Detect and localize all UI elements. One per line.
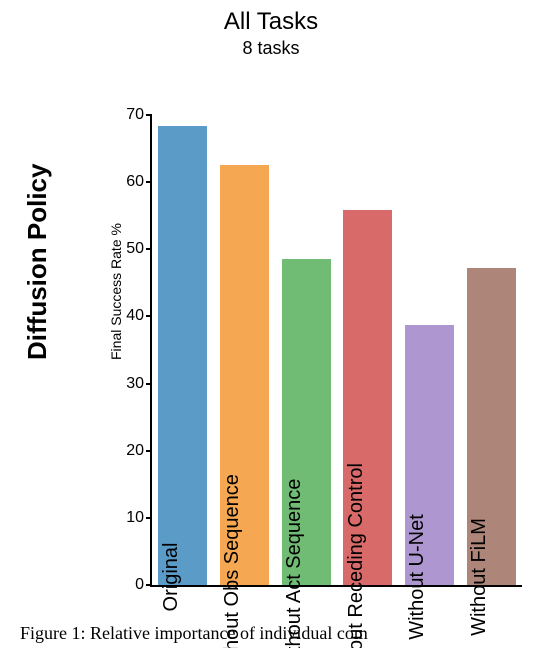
bar: Original: [158, 126, 207, 585]
plot-area: 010203040506070OriginalWithout Obs Seque…: [150, 115, 522, 587]
ytick: [146, 450, 152, 452]
ytick-label: 60: [126, 173, 144, 191]
ytick-label: 30: [126, 375, 144, 393]
bar: Without U-Net: [405, 325, 454, 586]
ytick: [146, 383, 152, 385]
bar-label: Without U-Net: [406, 514, 429, 640]
bar: Without Receding Control: [343, 210, 392, 585]
figure: All Tasks 8 tasks Diffusion Policy Final…: [0, 0, 542, 648]
chart-title: All Tasks: [0, 8, 542, 36]
ytick: [146, 584, 152, 586]
ytick-label: 10: [126, 509, 144, 527]
ytick: [146, 114, 152, 116]
chart-subtitle: 8 tasks: [0, 38, 542, 59]
bar-label: Original: [160, 543, 183, 612]
bar: Without FiLM: [467, 268, 516, 585]
ytick: [146, 315, 152, 317]
ytick-label: 70: [126, 106, 144, 124]
ytick-label: 20: [126, 442, 144, 460]
bar-label: Without FiLM: [468, 518, 491, 636]
ytick: [146, 517, 152, 519]
ylabel-primary: Diffusion Policy: [22, 164, 53, 360]
ytick: [146, 248, 152, 250]
ytick-label: 50: [126, 240, 144, 258]
ytick-label: 0: [135, 576, 144, 594]
ylabel-secondary: Final Success Rate %: [108, 223, 124, 360]
bar: Without Obs Sequence: [220, 165, 269, 585]
ytick-label: 40: [126, 307, 144, 325]
figure-caption-fragment: Figure 1: Relative importance of individ…: [20, 623, 368, 644]
bar: Without Act Sequence: [282, 259, 331, 585]
bar-label: Without Receding Control: [345, 463, 368, 648]
ytick: [146, 181, 152, 183]
bar-label: Without Obs Sequence: [221, 474, 244, 648]
